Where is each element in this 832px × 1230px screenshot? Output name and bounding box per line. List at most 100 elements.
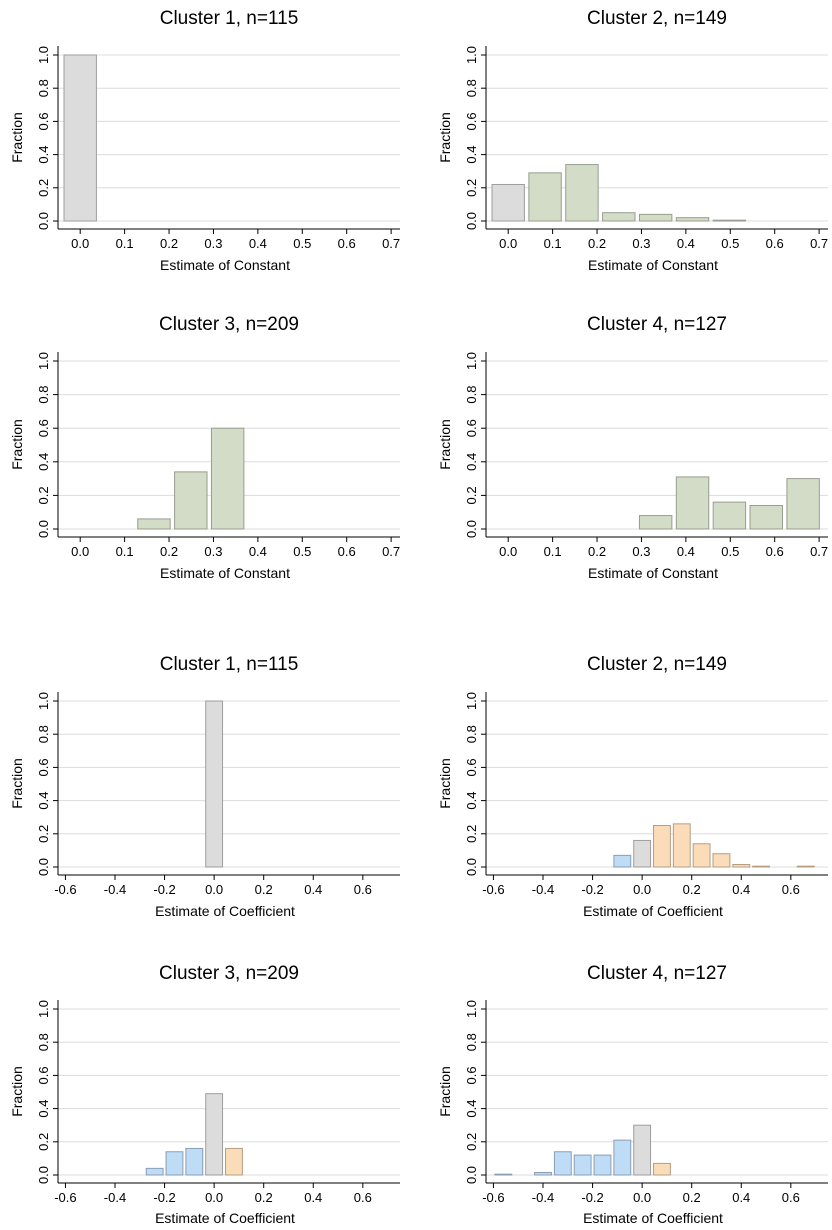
y-tick-label: 0.2 [464,179,479,197]
y-tick-label: 0.2 [36,179,51,197]
histogram-panel-8: Cluster 4, n=127 0.0 0.2 0.4 0.6 0.8 1.0 -0.6 -0… [437,963,828,1226]
x-tick-label: 0.0 [499,544,517,559]
histogram-bar [749,504,783,530]
x-tick-label: 0.2 [588,236,606,251]
y-tick-label: 1.0 [464,692,479,710]
y-tick-label: 0.2 [36,486,51,504]
y-tick-label: 0.2 [464,486,479,504]
y-tick-label: 0.2 [36,825,51,843]
x-tick-label: 0.2 [160,544,178,559]
x-tick-label: 0.0 [633,882,651,897]
y-tick-label: 0.2 [36,1133,51,1151]
x-tick-label: 0.1 [544,544,562,559]
histogram-bar [613,854,632,868]
x-axis-label: Estimate of Constant [588,565,718,581]
histogram-bar [165,1151,184,1176]
x-axis-label: Estimate of Coefficient [583,1210,723,1226]
x-tick-label: 0.4 [732,882,750,897]
histogram-bar [205,1093,224,1176]
histogram-panel-7: Cluster 3, n=209 0.0 0.2 0.4 0.6 0.8 1.0 -0.6 -0… [9,963,400,1226]
x-axis-label: Estimate of Constant [588,257,718,273]
histogram-bar [672,823,691,868]
y-axis-label: Fraction [437,1066,453,1117]
x-tick-label: 0.6 [354,1190,372,1205]
y-tick-label: 0.0 [36,520,51,538]
y-axis-label: Fraction [437,758,453,809]
y-tick-label: 0.8 [36,1033,51,1051]
x-tick-label: 0.2 [683,1190,701,1205]
y-tick-label: 0.0 [36,858,51,876]
y-tick-label: 1.0 [36,692,51,710]
histogram-panel-1: Cluster 1, n=115 0.0 0.2 0.4 0.6 0.8 1.0 0.0 0.1… [9,8,400,273]
histogram-bar [185,1147,204,1176]
x-tick-label: -0.6 [482,1190,504,1205]
panel-title: Cluster 4, n=127 [587,963,727,984]
x-tick-label: 0.6 [782,1190,800,1205]
histogram-panel-3: Cluster 3, n=209 0.0 0.2 0.4 0.6 0.8 1.0 0.0 0.1… [9,314,400,581]
y-tick-label: 0.4 [36,453,51,471]
histogram-bar [796,865,815,868]
histogram-bar [752,865,771,868]
x-tick-label: -0.6 [54,882,76,897]
x-tick-label: 0.3 [204,544,222,559]
x-tick-label: 0.6 [338,544,356,559]
y-axis-label: Fraction [9,758,25,809]
histogram-bar [205,700,224,868]
y-tick-label: 1.0 [464,46,479,64]
x-tick-label: 0.2 [255,882,273,897]
y-tick-label: 0.0 [464,212,479,230]
y-axis-label: Fraction [9,1066,25,1117]
histogram-panel-4: Cluster 4, n=127 0.0 0.2 0.4 0.6 0.8 1.0 0.0 0.1… [437,314,828,581]
x-tick-label: 0.0 [205,1190,223,1205]
histogram-bar [712,501,747,530]
x-tick-label: -0.4 [104,882,126,897]
x-tick-label: 0.3 [632,544,650,559]
x-tick-label: 0.1 [116,544,134,559]
x-tick-label: 0.4 [732,1190,750,1205]
y-tick-label: 0.0 [464,858,479,876]
y-tick-label: 0.0 [36,212,51,230]
y-tick-label: 0.0 [464,1166,479,1184]
y-tick-label: 0.8 [36,79,51,97]
histogram-bar [732,864,751,868]
y-tick-label: 0.0 [36,1166,51,1184]
x-tick-label: 0.0 [633,1190,651,1205]
x-axis-label: Estimate of Coefficient [155,903,295,919]
x-axis-label: Estimate of Coefficient [155,1210,295,1226]
panel-title: Cluster 1, n=115 [160,654,299,675]
x-tick-label: 0.1 [116,236,134,251]
x-tick-label: 0.2 [683,882,701,897]
y-tick-label: 0.6 [36,1066,51,1084]
y-tick-label: 1.0 [36,46,51,64]
y-tick-label: 0.4 [36,146,51,164]
histogram-bar [633,839,652,868]
y-tick-label: 0.2 [464,825,479,843]
x-tick-label: 0.0 [499,236,517,251]
y-tick-label: 1.0 [36,1000,51,1018]
x-tick-label: 0.5 [293,544,311,559]
x-tick-label: 0.3 [632,236,650,251]
x-tick-label: 0.3 [204,236,222,251]
x-tick-label: 0.4 [677,236,695,251]
histogram-bar [553,1151,572,1176]
histogram-bar [633,1124,652,1176]
y-tick-label: 0.8 [464,1033,479,1051]
histogram-bar [653,825,671,868]
y-tick-label: 0.6 [36,758,51,776]
histogram-bar [210,427,245,530]
histogram-bar [137,518,171,530]
x-tick-label: -0.2 [153,882,175,897]
y-tick-label: 0.4 [464,146,479,164]
x-tick-label: 0.7 [810,544,828,559]
x-tick-label: -0.4 [104,1190,126,1205]
y-axis-label: Fraction [9,419,25,470]
histogram-bar [534,1172,552,1176]
histogram-bar [692,843,711,868]
x-axis-label: Estimate of Constant [160,565,290,581]
y-tick-label: 0.8 [36,386,51,404]
y-tick-label: 0.6 [36,419,51,437]
histogram-bar [63,54,97,222]
y-tick-label: 1.0 [464,352,479,370]
y-axis-label: Fraction [437,112,453,163]
